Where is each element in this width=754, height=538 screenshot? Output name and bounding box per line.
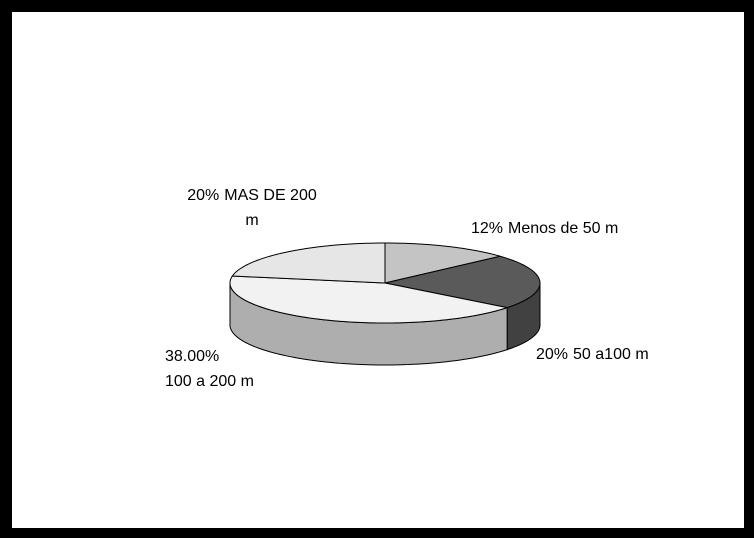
slice-label: 20% MAS DE 200 m xyxy=(182,183,322,233)
chart-area: 12% Menos de 50 m 20% 50 a100 m 38.00% 100 … xyxy=(12,12,744,528)
category-label: Menos de 50 m xyxy=(508,220,619,237)
value-label: 20% xyxy=(187,187,220,204)
category-label: 100 a 200 m xyxy=(165,373,254,390)
slice-label: 38.00% 100 a 200 m xyxy=(165,344,254,394)
category-label: MAS DE 200 m xyxy=(224,187,317,229)
value-label: 38.00% xyxy=(165,348,220,365)
slice xyxy=(384,242,501,284)
value-label: 20% xyxy=(536,346,569,363)
category-label: 50 a100 m xyxy=(573,346,649,363)
pie-chart xyxy=(229,242,541,366)
slice xyxy=(231,242,386,284)
slice-label: 12% Menos de 50 m xyxy=(471,216,618,241)
slice xyxy=(229,275,510,324)
slice xyxy=(384,255,541,309)
slice-label: 20% 50 a100 m xyxy=(536,342,649,367)
value-label: 12% xyxy=(471,220,504,237)
